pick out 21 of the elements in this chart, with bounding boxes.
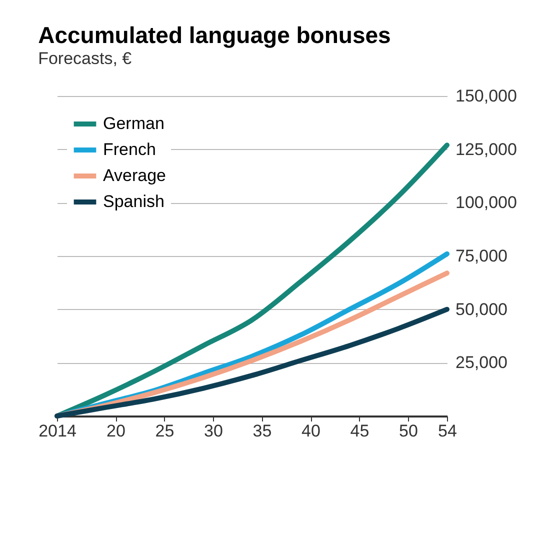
y-tick-label: 75,000 (456, 246, 508, 266)
x-tick-label: 35 (252, 422, 272, 440)
legend-label: German (103, 114, 164, 133)
y-tick-label: 100,000 (456, 193, 517, 212)
x-tick-label: 25 (155, 422, 174, 440)
y-tick-label: 150,000 (456, 86, 517, 106)
chart-title: Accumulated language bonuses (38, 22, 391, 48)
legend-label: French (103, 140, 156, 159)
y-tick-label: 50,000 (456, 300, 508, 319)
legend-label: Average (103, 166, 166, 185)
legend-label: Spanish (103, 192, 164, 211)
y-tick-label: 25,000 (456, 353, 508, 372)
chart-subtitle: Forecasts, € (38, 49, 132, 68)
x-tick-label: 45 (350, 422, 370, 440)
x-tick-label: 54 (438, 422, 457, 440)
x-tick-label: 20 (106, 422, 126, 440)
x-tick-label: 40 (302, 422, 320, 440)
y-tick-label: 125,000 (456, 140, 517, 159)
x-tick-label: 30 (204, 422, 223, 440)
x-tick-label: 2014 (38, 422, 76, 440)
x-tick-label: 50 (399, 422, 418, 440)
